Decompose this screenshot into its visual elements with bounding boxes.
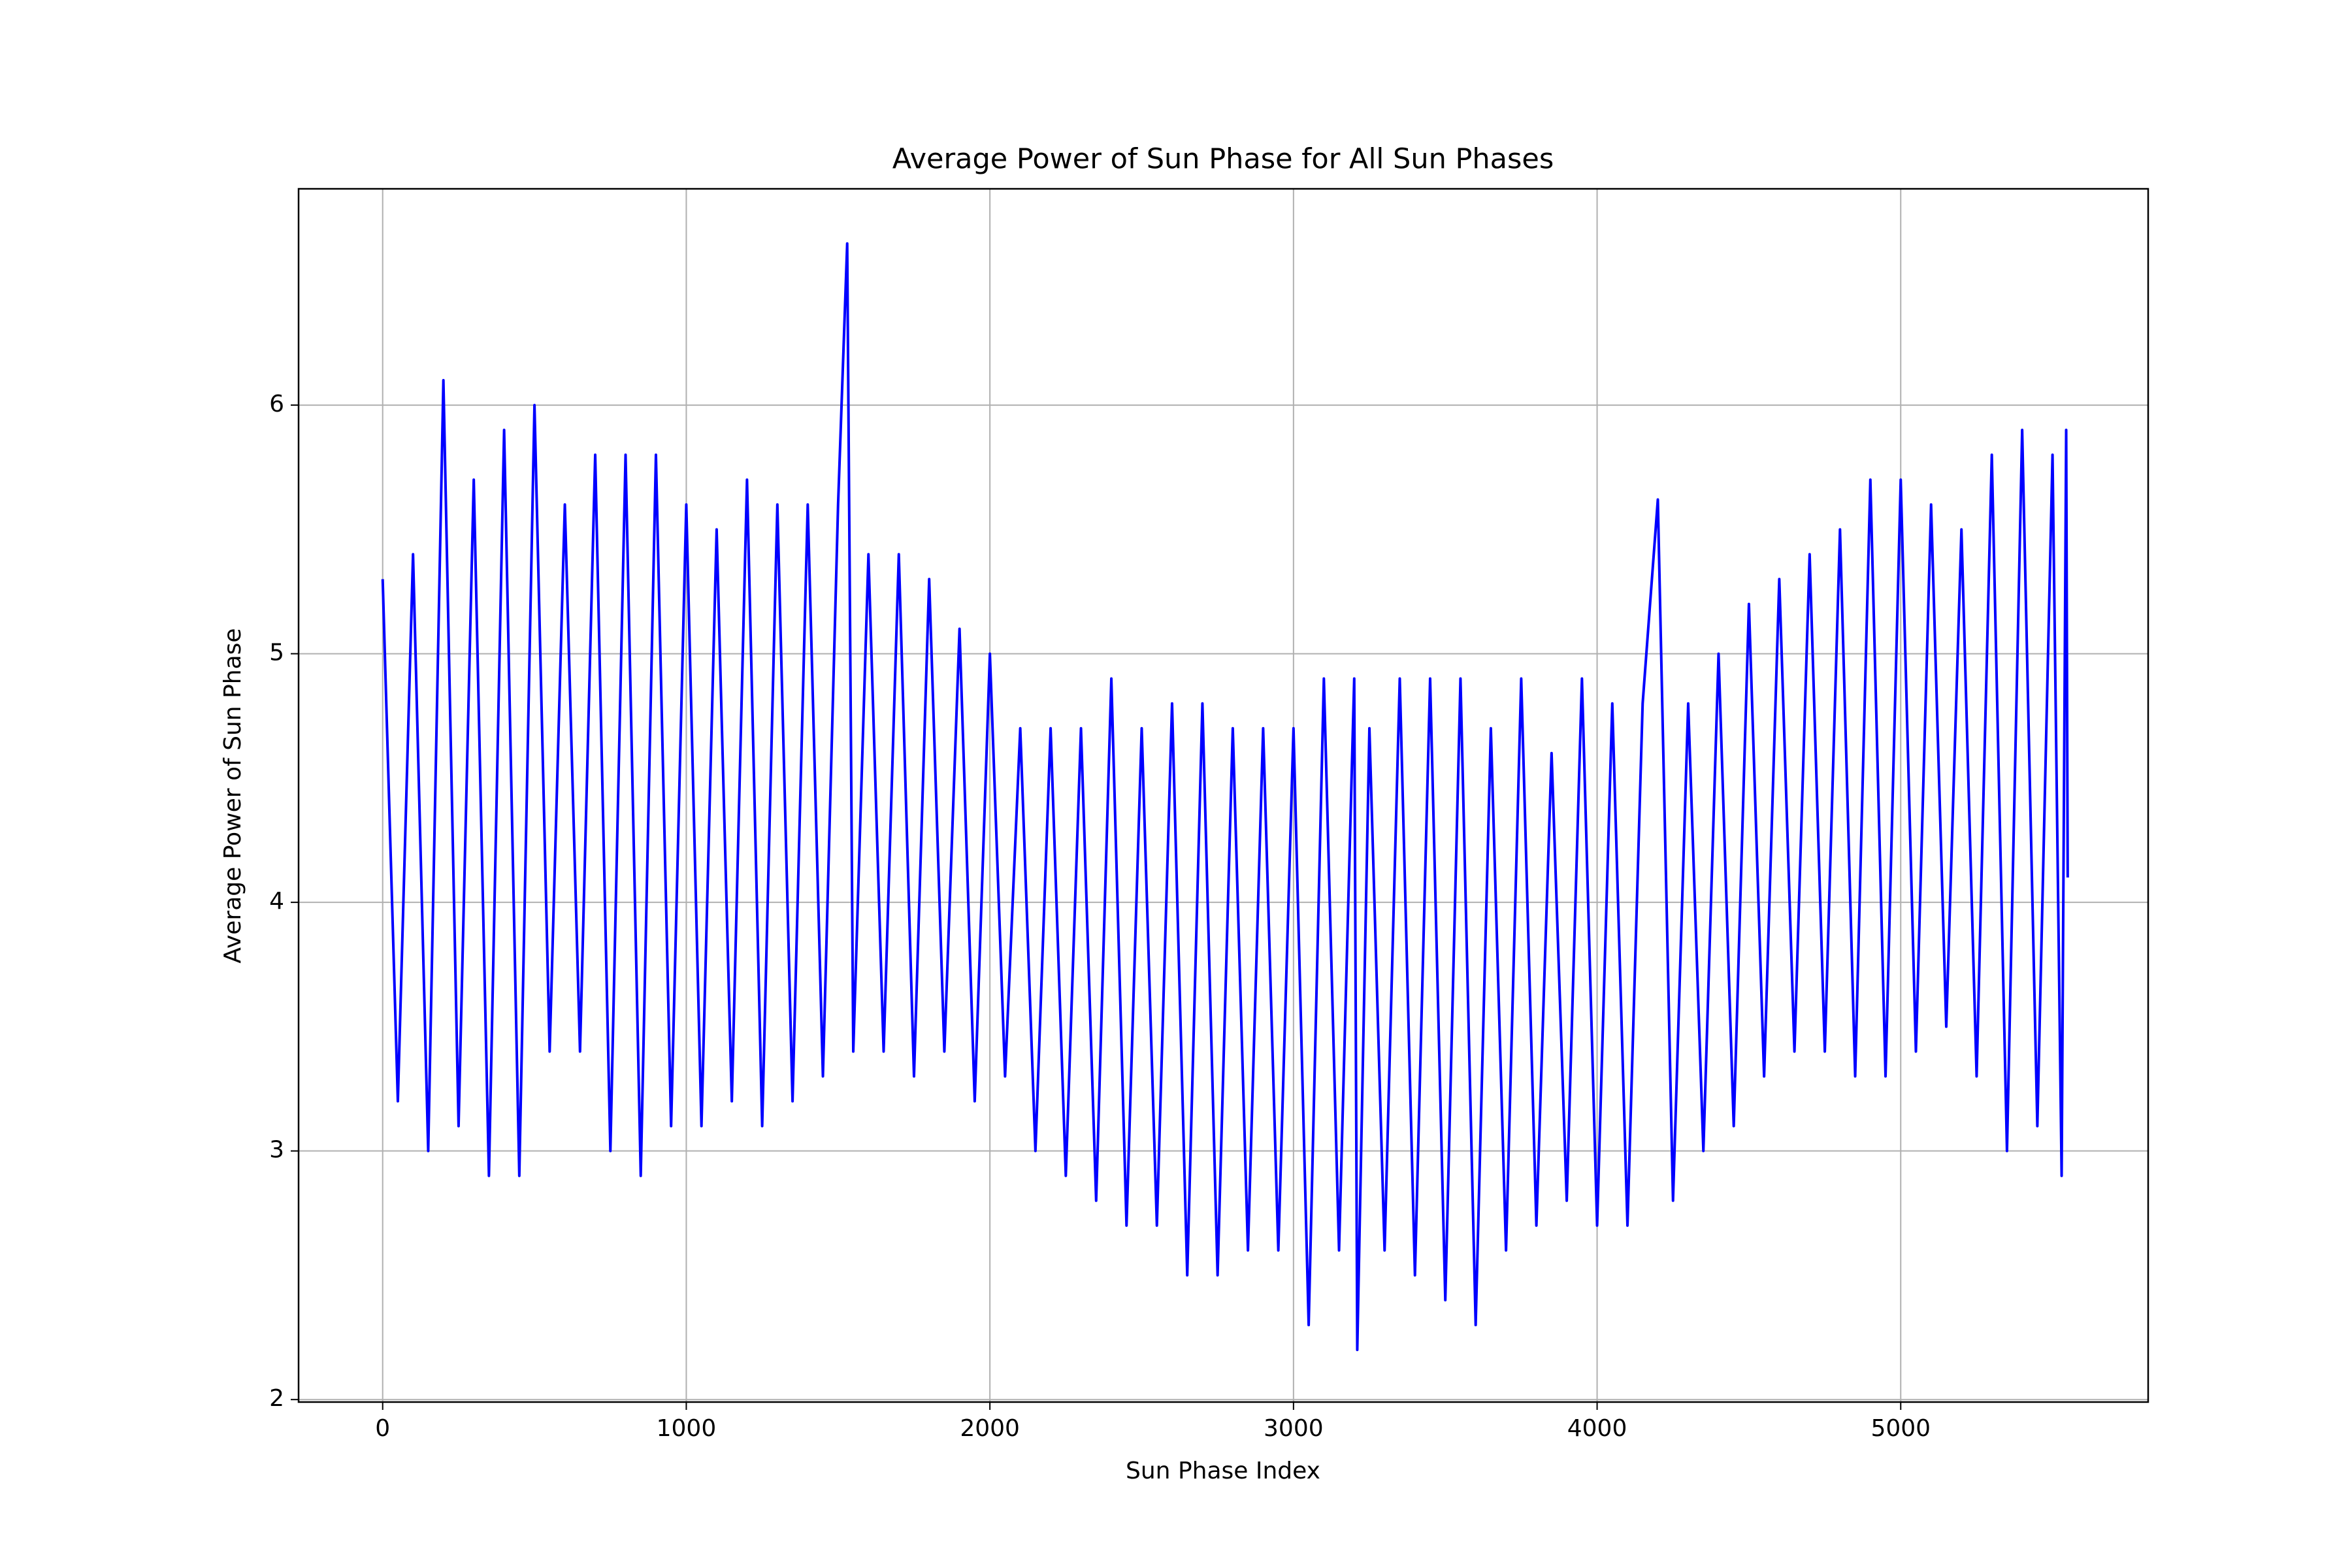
y-tick-label: 5 [269,640,284,666]
x-tick-label: 3000 [1264,1415,1324,1442]
y-tick-label: 3 [269,1137,284,1164]
y-tick-label: 6 [269,391,284,417]
x-tick-label: 1000 [657,1415,717,1442]
y-tick-label: 2 [269,1385,284,1412]
x-tick-label: 0 [375,1415,390,1442]
x-tick-label: 5000 [1870,1415,1931,1442]
chart-title: Average Power of Sun Phase for All Sun P… [892,143,1554,176]
x-tick-label: 2000 [960,1415,1020,1442]
data-line [381,242,2069,1352]
y-tick-label: 4 [269,888,284,915]
y-axis-label: Average Power of Sun Phase [220,628,246,963]
x-tick-label: 4000 [1567,1415,1627,1442]
plot-frame [297,188,2149,1403]
x-axis-label: Sun Phase Index [1126,1458,1320,1484]
